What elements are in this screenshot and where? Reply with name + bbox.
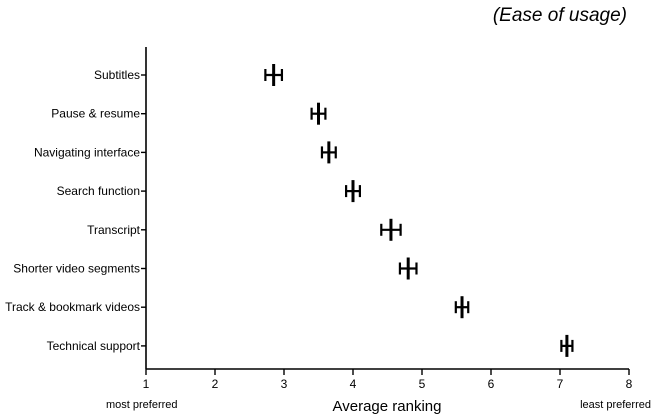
x-tick-label: 6 [488, 377, 495, 391]
data-point [345, 180, 361, 203]
category-label: Search function [57, 184, 140, 198]
x-axis-left-label: most preferred [106, 399, 178, 411]
data-point [320, 141, 337, 164]
category-label: Track & bookmark videos [5, 300, 140, 314]
x-tick-label: 2 [212, 377, 219, 391]
x-tick-label: 7 [557, 377, 564, 391]
data-point [310, 102, 327, 125]
data-point [380, 218, 402, 241]
category-label: Navigating interface [34, 145, 140, 159]
x-tick-label: 5 [419, 377, 426, 391]
chart-subtitle: (Ease of usage) [492, 5, 627, 26]
category-label: Subtitles [94, 68, 140, 82]
data-point [398, 257, 418, 280]
category-label: Shorter video segments [13, 262, 140, 276]
data-point [454, 296, 470, 319]
data-point [264, 64, 284, 86]
data-point [560, 334, 574, 357]
x-tick-label: 8 [626, 377, 633, 391]
x-tick-label: 4 [350, 377, 357, 391]
category-label: Transcript [87, 223, 141, 237]
x-tick-label: 1 [143, 377, 150, 391]
x-axis-right-label: least preferred [580, 399, 651, 411]
x-tick-label: 3 [281, 377, 288, 391]
x-axis-title: Average ranking [333, 398, 442, 415]
category-label: Technical support [47, 339, 141, 353]
category-label: Pause & resume [51, 107, 140, 121]
